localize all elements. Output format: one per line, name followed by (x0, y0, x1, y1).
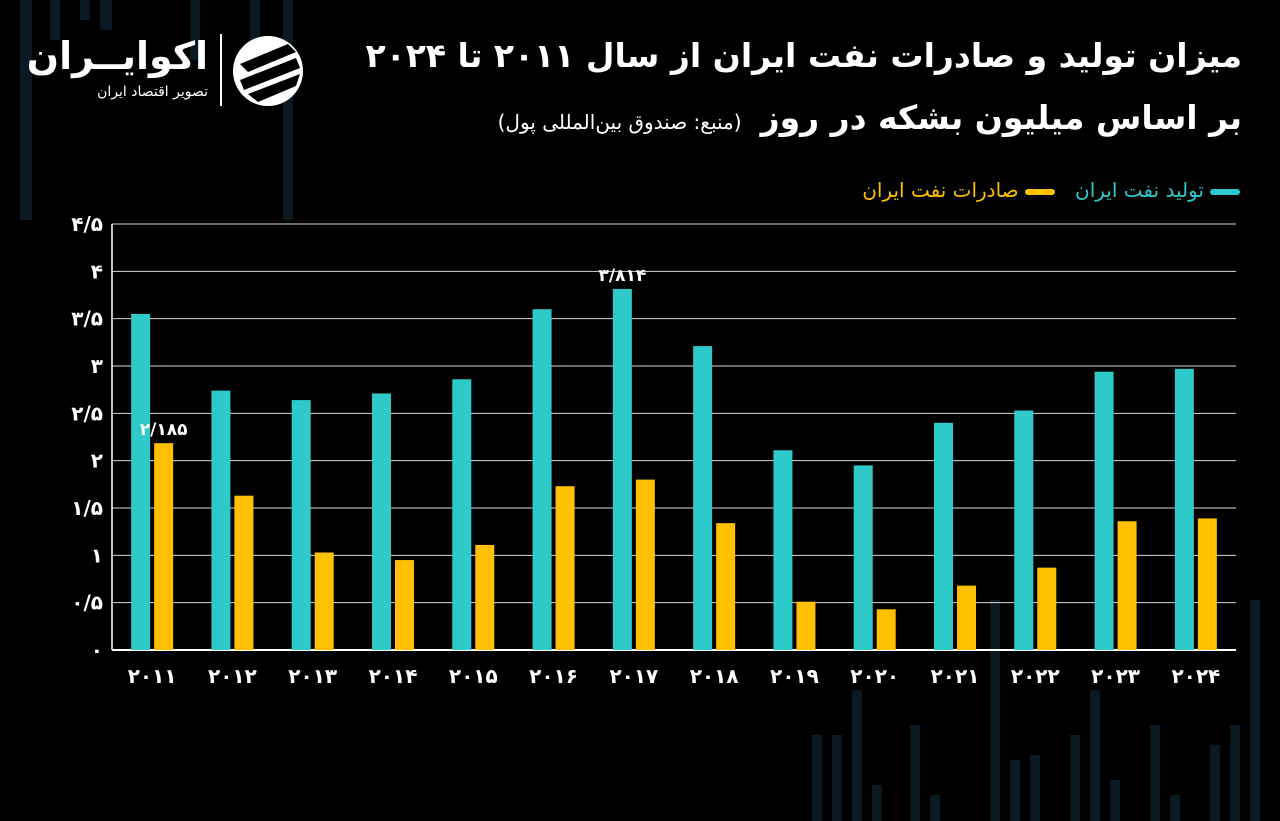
x-tick-label: ۲۰۱۱ (128, 664, 177, 688)
legend-swatch-exports (1024, 188, 1055, 195)
x-tick-label: ۲۰۱۵ (449, 664, 498, 688)
y-tick-label: ۰ (91, 638, 103, 662)
legend-swatch-production (1210, 188, 1240, 195)
legend-item-production: تولید نفت ایران (1075, 178, 1240, 202)
production-bar (211, 390, 231, 650)
production-bar (693, 346, 713, 650)
production-bar (452, 379, 472, 650)
chart-title: میزان تولید و صادرات نفت ایران از سال ۲۰… (365, 36, 1242, 75)
x-tick-label: ۲۰۱۳ (288, 664, 337, 688)
x-tick-label: ۲۰۱۸ (690, 664, 739, 688)
exports-bar (314, 552, 334, 650)
production-bar (612, 288, 632, 650)
logo-divider (220, 34, 222, 106)
data-label: ۳/۸۱۴ (598, 266, 646, 286)
production-bar (1174, 368, 1194, 650)
x-tick-label: ۲۰۱۲ (208, 664, 257, 688)
exports-bar (234, 495, 254, 650)
exports-bar (796, 601, 816, 650)
exports-bar (876, 609, 896, 650)
x-tick-label: ۲۰۱۶ (529, 664, 578, 688)
x-tick-label: ۲۰۱۴ (369, 664, 418, 688)
chart-legend: تولید نفت ایران صادرات نفت ایران (848, 178, 1240, 202)
y-tick-label: ۳ (91, 354, 103, 378)
production-bar (131, 313, 151, 650)
production-bar (934, 422, 953, 650)
exports-bar (957, 585, 976, 650)
exports-bar (1037, 567, 1057, 650)
chart-subtitle: بر اساس میلیون بشکه در روز (760, 98, 1242, 137)
brand-tagline: تصویر اقتصاد ایران (97, 84, 208, 100)
brand-name: اکوایــران (26, 34, 208, 78)
production-bar (773, 450, 793, 650)
x-tick-label: ۲۰۲۲ (1011, 664, 1060, 688)
production-bar (291, 400, 311, 650)
brand-logo: اکوایــران تصویر اقتصاد ایران (26, 34, 310, 110)
y-tick-label: ۰/۵ (71, 591, 103, 615)
legend-label-production: تولید نفت ایران (1075, 178, 1204, 202)
x-tick-label: ۲۰۱۹ (770, 664, 819, 688)
exports-bar (716, 523, 736, 650)
chart-subtitle-line: بر اساس میلیون بشکه در روز (منبع: صندوق … (498, 98, 1242, 137)
exports-bar (1197, 518, 1217, 650)
x-tick-label: ۲۰۱۷ (609, 664, 658, 688)
y-tick-label: ۱/۵ (71, 496, 103, 520)
legend-item-exports: صادرات نفت ایران (862, 178, 1055, 202)
exports-bar (154, 443, 174, 650)
exports-bar (555, 486, 575, 650)
production-bar (853, 465, 873, 650)
exports-bar (475, 544, 495, 650)
x-tick-label: ۲۰۲۱ (931, 664, 980, 688)
production-bar (1014, 410, 1034, 650)
exports-bar (1117, 521, 1137, 650)
y-tick-label: ۳/۵ (71, 307, 103, 331)
exports-bar (635, 479, 655, 650)
x-tick-label: ۲۰۲۴ (1171, 664, 1220, 688)
y-tick-label: ۱ (91, 543, 103, 567)
legend-label-exports: صادرات نفت ایران (862, 178, 1019, 202)
y-tick-label: ۴/۵ (71, 212, 103, 236)
exports-bar (395, 560, 414, 650)
production-bar (1094, 371, 1114, 650)
production-bar (532, 309, 552, 650)
x-tick-label: ۲۰۲۰ (850, 664, 899, 688)
y-tick-label: ۲/۵ (71, 401, 103, 425)
chart-source: (منبع: صندوق بین‌المللی پول) (497, 110, 742, 134)
y-tick-label: ۲ (91, 449, 103, 473)
data-label: ۲/۱۸۵ (140, 420, 188, 440)
ecoiran-logo-icon (233, 36, 303, 106)
x-tick-label: ۲۰۲۳ (1091, 664, 1140, 688)
production-bar (372, 393, 391, 650)
y-tick-label: ۴ (91, 259, 103, 283)
